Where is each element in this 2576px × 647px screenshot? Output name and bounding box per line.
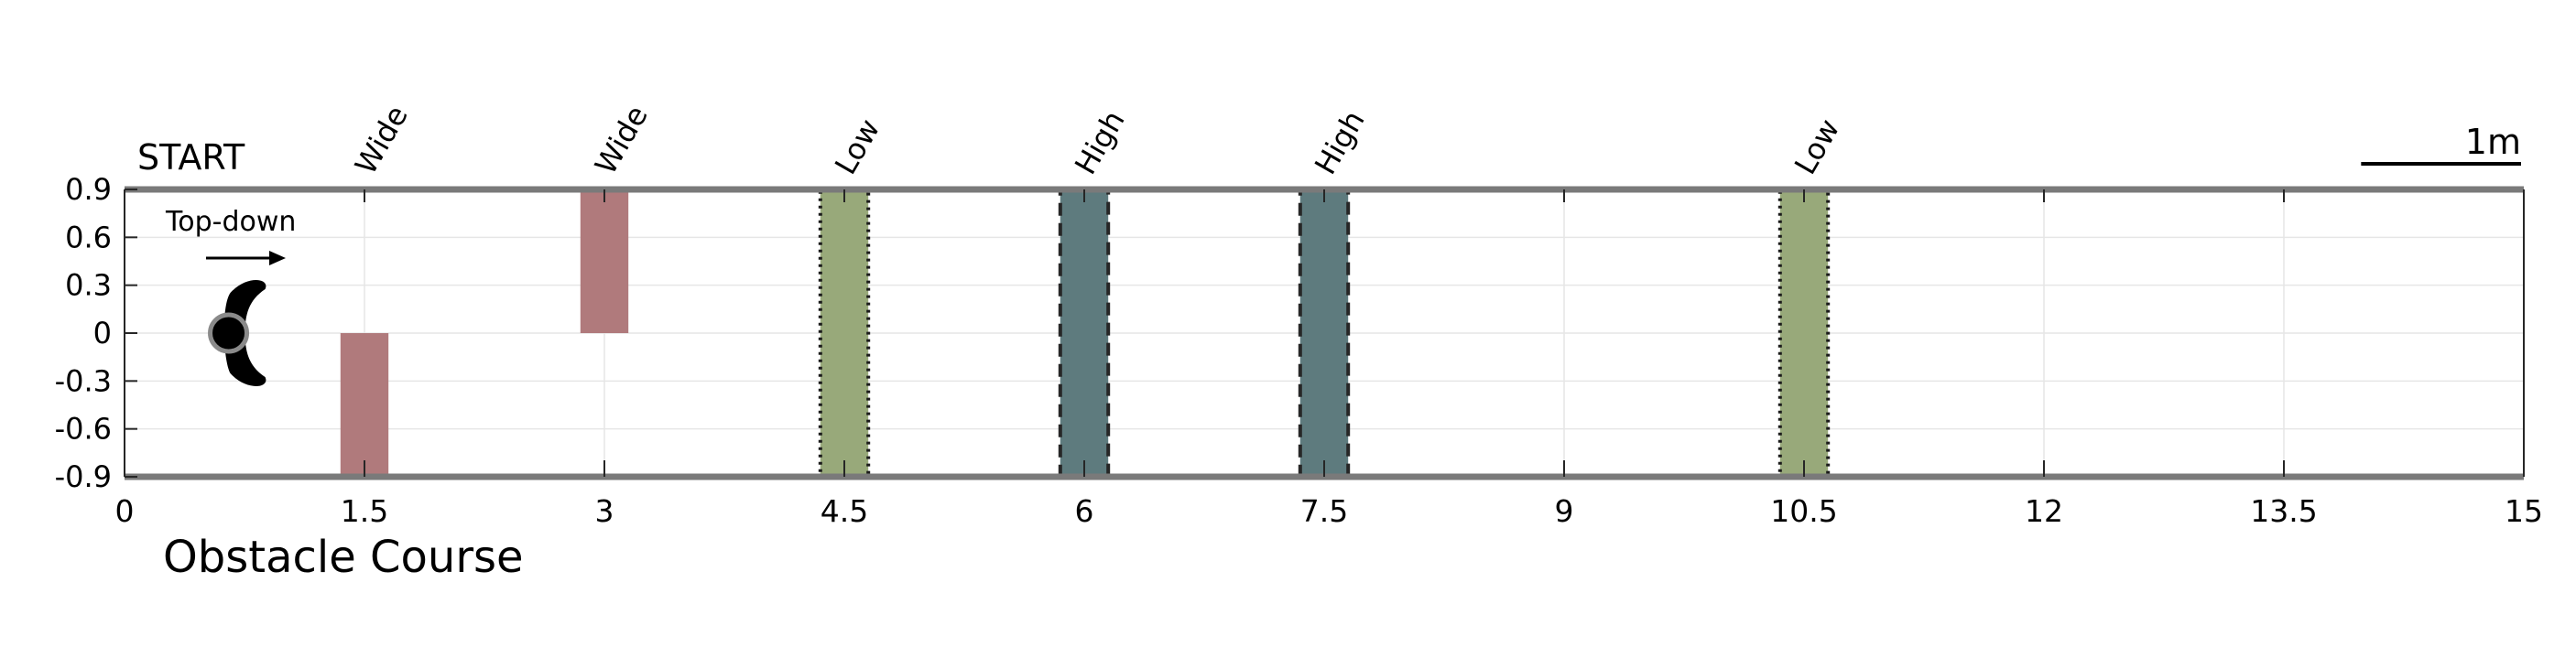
obstacle-label: High	[1308, 104, 1372, 180]
y-tick-label: -0.3	[55, 363, 112, 398]
x-tick-label: 6	[1075, 493, 1094, 529]
x-tick-label: 3	[595, 493, 614, 529]
obstacle-bar	[1298, 188, 1351, 479]
labels: START Top-down Obstacle Course 1m Wide Wi…	[55, 100, 2543, 583]
robot-body-icon	[223, 280, 266, 386]
x-tick-label: 7.5	[1300, 493, 1348, 529]
x-tick-label: 4.5	[821, 493, 868, 529]
y-tick-label: -0.9	[55, 459, 112, 494]
robot-direction-label: Top-down	[165, 206, 296, 238]
robot	[206, 251, 286, 386]
scale-bar-label: 1m	[2465, 122, 2521, 162]
start-label: START	[137, 137, 245, 178]
obstacle-label: High	[1068, 104, 1132, 180]
x-tick-label: 15	[2505, 493, 2543, 529]
direction-arrow-head	[269, 251, 286, 265]
obstacle-bar	[1058, 188, 1111, 479]
y-tick-label: 0.3	[65, 268, 112, 303]
robot-center-icon	[208, 312, 250, 354]
x-tick-label: 10.5	[1770, 493, 1837, 529]
x-tick-label: 12	[2025, 493, 2063, 529]
y-tick-label: 0	[93, 316, 112, 350]
y-tick-label: 0.6	[65, 220, 112, 254]
obstacle-bar	[1777, 188, 1831, 479]
obstacle-label: Low	[1788, 113, 1846, 180]
y-tick-label: 0.9	[65, 172, 112, 207]
obstacle-bar	[818, 188, 871, 479]
obstacle-label: Wide	[588, 100, 655, 180]
obstacle-bar	[580, 189, 629, 333]
obstacle-bar	[340, 333, 389, 477]
x-tick-label: 0	[115, 493, 135, 529]
axis-ticks	[124, 189, 2525, 478]
x-tick-label: 13.5	[2250, 493, 2317, 529]
x-axis-label: Obstacle Course	[163, 532, 524, 583]
obstacles	[340, 188, 1831, 479]
obstacle-label: Wide	[348, 100, 415, 180]
obstacle-label: Low	[828, 113, 886, 180]
y-tick-label: -0.6	[55, 412, 112, 447]
x-tick-label: 9	[1555, 493, 1574, 529]
x-tick-label: 1.5	[341, 493, 388, 529]
